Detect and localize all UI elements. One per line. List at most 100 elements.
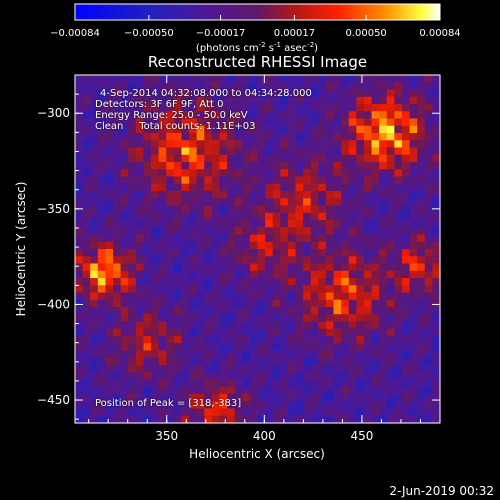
heatmap-cell: [173, 379, 183, 388]
heatmap-cell: [158, 212, 167, 221]
annotation-peak-position: Position of Peak = [318,-383]: [95, 398, 242, 409]
heatmap-cell: [181, 372, 190, 381]
heatmap-cell: [295, 118, 304, 127]
heatmap-cell: [341, 220, 350, 228]
heatmap-cell: [363, 205, 373, 214]
heatmap-cell: [272, 198, 281, 207]
heatmap-cell: [287, 343, 297, 352]
heatmap-cell: [227, 191, 236, 199]
heatmap-cell: [166, 227, 175, 236]
heatmap-cell: [424, 82, 433, 91]
heatmap-cell: [371, 270, 380, 279]
heatmap-cell: [379, 357, 388, 366]
heatmap-cell: [189, 249, 198, 257]
heatmap-cell: [272, 227, 281, 236]
heatmap-cell: [310, 343, 319, 352]
heatmap-cell: [371, 176, 380, 185]
heatmap-cell: [189, 183, 198, 192]
heatmap-cell: [310, 321, 319, 330]
heatmap-cell: [432, 96, 441, 105]
heatmap-cell: [151, 140, 160, 149]
heatmap-cell: [432, 263, 441, 272]
heatmap-cell: [432, 191, 441, 199]
heatmap-cell: [325, 125, 335, 134]
heatmap-cell: [409, 357, 418, 366]
heatmap-cell: [75, 299, 84, 308]
heatmap-cell: [417, 191, 426, 199]
heatmap-cell: [386, 394, 395, 402]
heatmap-cell: [196, 379, 205, 388]
heatmap-cell: [75, 343, 84, 352]
heatmap-cell: [432, 234, 441, 243]
heatmap-cell: [310, 191, 319, 199]
heatmap-cell: [417, 365, 426, 373]
heatmap-cell: [424, 270, 433, 279]
heatmap-cell: [181, 292, 190, 301]
heatmap-cell: [265, 212, 274, 221]
heatmap-cell: [173, 415, 183, 424]
heatmap-cell: [219, 75, 228, 83]
heatmap-cell: [272, 133, 281, 141]
heatmap-cell: [257, 75, 266, 83]
heatmap-cell: [120, 307, 129, 315]
heatmap-cell: [310, 125, 319, 134]
heatmap-cell: [204, 357, 213, 366]
heatmap-cell: [287, 82, 297, 91]
heatmap-cell: [318, 328, 327, 337]
heatmap-cell: [401, 234, 411, 243]
heatmap-cell: [181, 336, 190, 344]
heatmap-cell: [166, 125, 175, 134]
heatmap-cell: [417, 154, 426, 163]
heatmap-cell: [401, 256, 411, 265]
heatmap-cell: [249, 336, 259, 344]
heatmap-cell: [211, 212, 221, 221]
heatmap-cell: [128, 292, 137, 301]
heatmap-cell: [82, 321, 91, 330]
heatmap-cell: [97, 162, 107, 170]
heatmap-cell: [333, 386, 342, 395]
heatmap-cell: [432, 249, 441, 257]
heatmap-cell: [318, 82, 327, 91]
heatmap-cell: [173, 394, 183, 402]
heatmap-cell: [97, 256, 107, 265]
heatmap-cell: [128, 256, 137, 265]
colorbar-ticks: −0.00084 −0.00050 −0.00017 0.00017 0.00050 0.…: [50, 15, 461, 39]
heatmap-cell: [432, 241, 441, 250]
axis-ticks: 350 400 450−450−400−350−300: [37, 74, 441, 443]
heatmap-cell: [409, 415, 418, 424]
heatmap-cell: [394, 365, 403, 373]
heatmap-cell: [219, 220, 228, 228]
heatmap-cell: [424, 357, 433, 366]
heatmap-cell: [280, 292, 289, 301]
heatmap-cell: [265, 241, 274, 250]
heatmap-cell: [318, 321, 327, 330]
heatmap-cell: [151, 227, 160, 236]
heatmap-cell: [333, 75, 342, 83]
heatmap-cell: [424, 408, 433, 417]
heatmap-cell: [189, 241, 198, 250]
heatmap-cell: [90, 227, 99, 236]
heatmap-cell: [341, 198, 350, 207]
heatmap-cell: [318, 176, 327, 185]
heatmap-cell: [424, 336, 433, 344]
heatmap-cell: [143, 401, 152, 410]
heatmap-cell: [379, 299, 388, 308]
heatmap-cell: [211, 147, 221, 156]
heatmap-cell: [227, 118, 236, 127]
heatmap-cell: [143, 285, 152, 294]
heatmap-cell: [82, 379, 91, 388]
heatmap-cell: [432, 270, 441, 279]
heatmap-cell: [143, 336, 152, 344]
heatmap-cell: [105, 104, 114, 112]
heatmap-cell: [424, 401, 433, 410]
heatmap-cell: [189, 154, 198, 163]
heatmap-cell: [348, 357, 357, 366]
heatmap-cell: [394, 198, 403, 207]
heatmap-cell: [265, 234, 274, 243]
heatmap-cell: [318, 314, 327, 323]
heatmap-cell: [242, 336, 251, 344]
heatmap-cell: [113, 307, 122, 315]
heatmap-cell: [97, 147, 107, 156]
heatmap-cell: [257, 154, 266, 163]
heatmap-cell: [189, 350, 198, 359]
